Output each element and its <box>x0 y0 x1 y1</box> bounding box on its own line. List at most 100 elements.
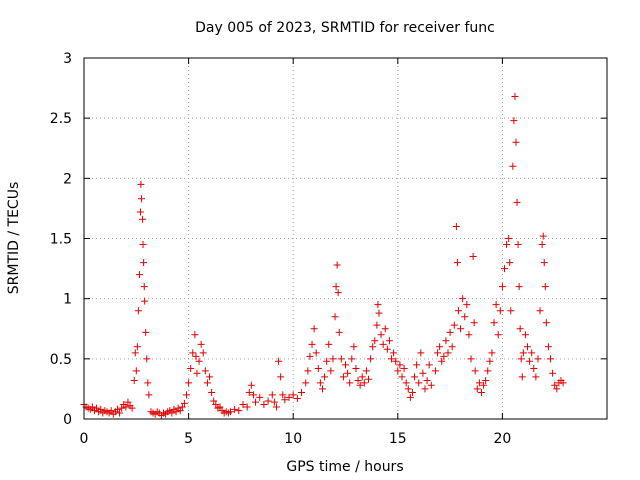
data-point-marker <box>388 355 396 363</box>
data-point-marker <box>323 357 331 365</box>
data-point-marker <box>530 364 538 372</box>
data-point-marker <box>124 398 132 406</box>
data-point-marker <box>337 355 345 363</box>
data-point-marker <box>275 357 283 365</box>
data-point-marker <box>448 343 456 351</box>
data-point-marker <box>176 407 184 415</box>
data-point-marker <box>334 289 342 297</box>
data-point-marker <box>417 349 425 357</box>
data-point-marker <box>298 389 306 397</box>
data-point-marker <box>358 373 366 381</box>
data-point-marker <box>365 375 373 383</box>
data-point-marker <box>547 355 555 363</box>
data-point-marker <box>461 313 469 321</box>
data-point-marker <box>444 349 452 357</box>
data-point-marker <box>480 381 488 389</box>
data-point-marker <box>500 265 508 273</box>
data-point-marker <box>201 367 209 375</box>
data-point-marker <box>304 367 312 375</box>
data-point-marker <box>314 364 322 372</box>
data-point-marker <box>404 385 412 393</box>
data-point-marker <box>356 381 364 389</box>
data-point-marker <box>465 331 473 339</box>
data-point-marker <box>394 367 402 375</box>
data-point-marker <box>516 325 524 333</box>
data-point-marker <box>513 198 521 206</box>
data-point-marker <box>494 331 502 339</box>
data-point-marker <box>318 385 326 393</box>
data-point-marker <box>136 208 144 216</box>
data-point-marker <box>239 401 247 409</box>
y-axis-label: SRMTID / TECUs <box>6 182 22 295</box>
data-point-marker <box>208 389 216 397</box>
data-point-marker <box>486 357 494 365</box>
x-tick-label: 10 <box>284 431 302 447</box>
data-point-marker <box>362 367 370 375</box>
data-point-marker <box>406 393 414 401</box>
x-tick-label: 0 <box>80 431 89 447</box>
data-point-marker <box>553 385 561 393</box>
data-point-marker <box>289 391 297 399</box>
data-point-marker <box>542 319 550 327</box>
data-point-marker <box>185 379 193 387</box>
data-point-marker <box>390 349 398 357</box>
data-point-marker <box>509 162 517 170</box>
data-point-marker <box>339 373 347 381</box>
data-point-marker <box>506 259 514 267</box>
data-point-marker <box>551 381 559 389</box>
data-point-marker <box>539 232 547 240</box>
data-point-marker <box>514 241 522 249</box>
data-point-marker <box>191 331 199 339</box>
data-point-marker <box>517 355 525 363</box>
data-point-marker <box>498 283 506 291</box>
data-point-marker <box>212 401 220 409</box>
data-point-marker <box>473 385 481 393</box>
data-point-marker <box>463 301 471 309</box>
data-point-marker <box>272 403 280 411</box>
data-point-marker <box>145 391 153 399</box>
data-point-marker <box>438 357 446 365</box>
data-point-marker <box>381 325 389 333</box>
data-point-marker <box>264 397 272 405</box>
data-point-marker <box>321 373 329 381</box>
x-tick-label: 15 <box>389 431 407 447</box>
data-point-marker <box>306 352 314 360</box>
data-point-marker <box>411 373 419 381</box>
data-point-marker <box>536 307 544 315</box>
data-point-marker <box>442 337 450 345</box>
data-point-marker <box>534 355 542 363</box>
data-point-marker <box>344 369 352 377</box>
data-point-marker <box>312 349 320 357</box>
data-point-marker <box>512 138 520 146</box>
data-point-marker <box>434 349 442 357</box>
data-point-marker <box>199 349 207 357</box>
data-point-marker <box>144 379 152 387</box>
data-point-marker <box>436 343 444 351</box>
data-point-marker <box>195 357 203 365</box>
data-point-marker <box>367 355 375 363</box>
data-point-marker <box>131 349 139 357</box>
grid-lines <box>84 58 607 419</box>
data-point-marker <box>316 379 324 387</box>
data-point-marker <box>352 364 360 372</box>
data-point-marker <box>425 361 433 369</box>
y-tick-label: 2 <box>63 171 72 187</box>
data-point-marker <box>427 381 435 389</box>
data-point-marker <box>431 367 439 375</box>
data-point-marker <box>492 301 500 309</box>
x-tick-label: 20 <box>493 431 511 447</box>
data-point-marker <box>335 328 343 336</box>
data-point-marker <box>398 373 406 381</box>
data-point-marker <box>140 283 148 291</box>
data-point-marker <box>139 241 147 249</box>
data-point-marker <box>503 241 511 249</box>
data-point-marker <box>113 405 121 413</box>
data-point-marker <box>369 343 377 351</box>
data-point-marker <box>226 408 234 416</box>
data-point-marker <box>400 364 408 372</box>
data-point-marker <box>377 331 385 339</box>
data-point-marker <box>413 361 421 369</box>
data-point-marker <box>231 405 239 413</box>
chart-title: Day 005 of 2023, SRMTID for receiver fun… <box>195 20 495 36</box>
